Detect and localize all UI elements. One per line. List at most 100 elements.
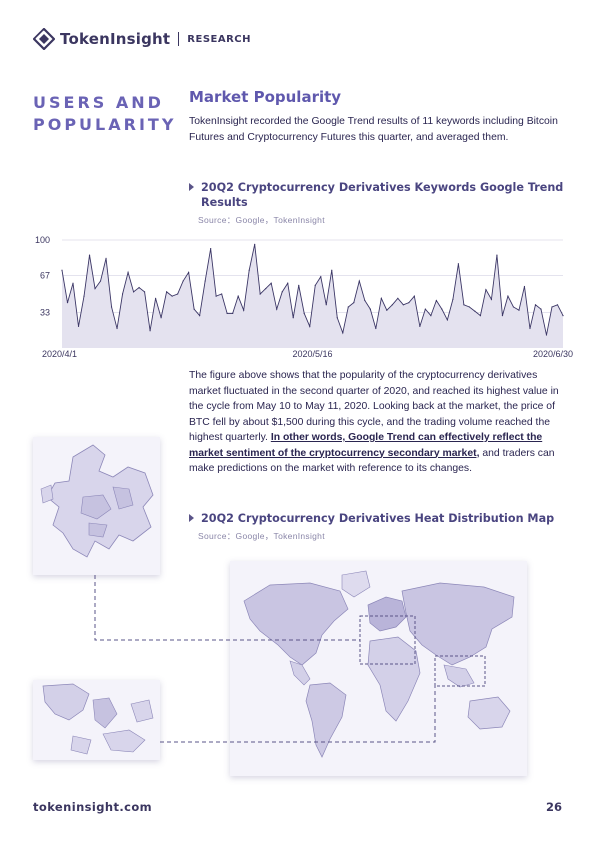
trend-point <box>226 312 228 315</box>
triangle-bullet-icon <box>189 183 194 191</box>
trend-point <box>512 306 515 308</box>
trend-point <box>419 325 421 327</box>
trend-point <box>320 276 322 278</box>
trend-chart: 33 67 100 2020/4/1 2020/5/16 2020/6/30 <box>35 235 573 359</box>
page-heading: Market Popularity <box>189 88 342 106</box>
trend-point <box>523 285 526 288</box>
intro-paragraph: TokenInsight recorded the Google Trend r… <box>189 116 558 143</box>
tokeninsight-logo-icon <box>33 28 55 50</box>
chart2-source: Source：Google，TokenInsight <box>198 531 325 541</box>
trend-point <box>331 269 333 271</box>
triangle-bullet-icon <box>189 514 194 522</box>
analysis-text-end: and traders can make predictions on the … <box>189 447 555 475</box>
trend-point <box>424 308 426 310</box>
brand-divider <box>178 32 180 46</box>
brand-tag: RESEARCH <box>187 33 252 45</box>
trend-point <box>243 309 245 311</box>
trend-point <box>287 282 289 284</box>
trend-point <box>270 282 272 284</box>
trend-point <box>501 315 504 317</box>
trend-point <box>248 269 250 271</box>
trend-point <box>386 309 388 311</box>
analysis-highlight: In other words, Google Trend can effecti… <box>189 432 543 459</box>
trend-point <box>99 280 102 282</box>
world-map-image <box>230 561 527 776</box>
trend-point <box>485 289 487 291</box>
trend-point <box>292 317 294 319</box>
trend-point <box>463 304 465 306</box>
trend-point <box>342 332 344 334</box>
trend-point <box>446 319 448 321</box>
trend-point <box>61 269 63 271</box>
trend-point <box>507 295 509 297</box>
trend-point <box>121 293 124 295</box>
trend-point <box>83 295 85 297</box>
trend-point <box>441 308 443 310</box>
trend-point <box>188 271 190 273</box>
trend-point <box>358 280 360 282</box>
trend-point <box>166 291 168 293</box>
trend-point <box>468 306 471 308</box>
trend-point <box>199 315 201 317</box>
trend-point <box>364 299 366 302</box>
trend-point <box>408 302 410 304</box>
chart1-subtitle: 20Q2 Cryptocurrency Derivatives Keywords… <box>189 180 569 210</box>
trend-point <box>259 293 261 295</box>
trend-line <box>61 244 564 336</box>
trend-point <box>72 282 74 284</box>
trend-point <box>375 327 377 330</box>
trend-point <box>369 308 371 310</box>
trend-point <box>221 293 223 295</box>
trend-point <box>254 243 256 245</box>
trend-point <box>518 309 520 311</box>
trend-point <box>149 330 151 332</box>
trend-point <box>402 304 404 306</box>
trend-point <box>309 325 311 327</box>
trend-point <box>237 295 239 297</box>
analysis-text: The figure above shows that the populari… <box>189 370 559 443</box>
trend-point <box>391 304 393 306</box>
trend-point <box>215 295 217 297</box>
world-heat-map <box>230 561 527 776</box>
trend-point <box>66 302 69 304</box>
trend-point <box>435 299 437 302</box>
trend-point <box>353 302 355 304</box>
trend-point <box>556 304 559 306</box>
chart2-title: 20Q2 Cryptocurrency Derivatives Heat Dis… <box>201 512 555 525</box>
trend-point <box>132 291 135 293</box>
trend-point <box>490 298 493 300</box>
trend-point <box>94 288 96 290</box>
footer-url[interactable]: tokeninsight.com <box>33 800 153 814</box>
trend-point <box>116 327 118 330</box>
trend-point <box>457 263 459 265</box>
europe-map-inset <box>33 437 160 575</box>
trend-point <box>303 312 305 315</box>
europe-map-image <box>33 437 160 575</box>
trend-point <box>413 295 415 297</box>
trend-point <box>347 306 349 308</box>
trend-point <box>551 306 553 308</box>
trend-point <box>105 257 107 259</box>
trend-point <box>143 291 146 293</box>
trend-point <box>540 308 542 310</box>
trend-point <box>77 325 80 327</box>
trend-point <box>193 308 195 310</box>
trend-point <box>314 284 316 286</box>
trend-point <box>210 248 212 250</box>
x-tick-label: 2020/6/30 <box>533 349 573 359</box>
trend-point <box>110 306 113 308</box>
trend-point <box>154 297 157 299</box>
analysis-paragraph: The figure above shows that the populari… <box>189 368 569 477</box>
trend-point <box>474 310 476 312</box>
trend-point <box>430 315 432 317</box>
y-tick-label: 33 <box>40 307 50 317</box>
trend-point <box>298 284 300 286</box>
trend-point <box>397 297 399 299</box>
y-tick-label: 100 <box>35 235 50 245</box>
trend-point <box>204 280 206 282</box>
section-title: USERS AND POPULARITY <box>33 92 173 136</box>
section-title-line2: POPULARITY <box>33 115 177 134</box>
trend-point <box>380 297 382 299</box>
trend-area <box>62 244 563 348</box>
page-number: 26 <box>546 800 563 814</box>
